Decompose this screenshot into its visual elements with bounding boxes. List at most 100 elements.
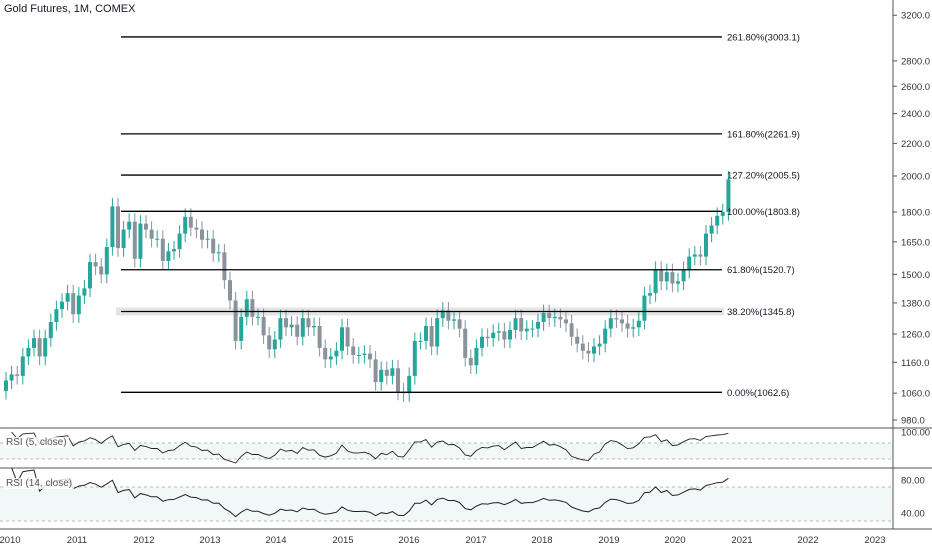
- candle-body: [312, 325, 316, 328]
- candle-body: [440, 310, 445, 319]
- candle-body: [480, 336, 484, 348]
- candle-body: [200, 229, 204, 240]
- candle-body: [26, 347, 31, 357]
- candle-body: [138, 223, 143, 259]
- rsi5-line: [11, 431, 729, 464]
- rsi5-band: [0, 443, 893, 459]
- rsi5-label[interactable]: RSI (5, close): [4, 437, 69, 448]
- y-tick-label: 1160.0: [901, 358, 929, 369]
- candle-body: [261, 316, 266, 336]
- candle-body: [564, 319, 568, 324]
- candle-body: [222, 252, 227, 281]
- candle-body: [709, 225, 714, 234]
- candle-body: [519, 318, 524, 332]
- candle-body: [368, 353, 372, 360]
- candle-body: [334, 350, 339, 357]
- candle-body: [4, 380, 8, 391]
- candle-body: [592, 346, 596, 354]
- candle-body: [664, 272, 669, 282]
- x-tick-label: 2013: [199, 535, 220, 546]
- candle-body: [216, 252, 221, 254]
- candle-body: [37, 338, 42, 357]
- candle-body: [513, 318, 518, 330]
- candle-body: [502, 331, 507, 340]
- candle-body: [384, 369, 389, 376]
- candle-body: [194, 227, 199, 230]
- candle-body: [412, 340, 417, 376]
- candle-body: [485, 336, 490, 339]
- rsi14-label[interactable]: RSI (14, close): [4, 478, 75, 489]
- candle-body: [474, 347, 479, 366]
- candle-body: [205, 238, 210, 240]
- x-tick-label: 2019: [598, 535, 619, 546]
- candle-body: [491, 332, 496, 339]
- candle-body: [345, 327, 350, 347]
- candle-body: [43, 338, 48, 357]
- chart-title: Gold Futures, 1M, COMEX: [4, 3, 136, 15]
- candle-body: [648, 293, 652, 296]
- candle-body: [407, 375, 412, 394]
- candle-body: [328, 356, 333, 360]
- x-tick-label: 2021: [731, 535, 752, 546]
- fib-label: 0.00%(1062.6): [727, 388, 789, 399]
- candle-body: [435, 318, 440, 347]
- candle-body: [597, 343, 602, 347]
- y-tick-label: 2800.0: [901, 56, 930, 67]
- rsi-tick-label: 100.00: [901, 428, 930, 439]
- candle-body: [620, 319, 624, 324]
- candle-body: [256, 316, 260, 318]
- rsi-tick-label: 40.00: [901, 509, 925, 520]
- fib-label: 261.80%(3003.1): [727, 32, 800, 43]
- candle-body: [317, 325, 322, 348]
- candle-body: [558, 316, 563, 320]
- y-tick-label: 1500.0: [901, 270, 930, 281]
- candle-body: [54, 309, 59, 323]
- candle-body: [356, 355, 361, 357]
- candle-body: [76, 295, 81, 315]
- x-tick-label: 2020: [664, 535, 685, 546]
- candle-body: [452, 319, 456, 321]
- candle-body: [239, 316, 244, 341]
- candle-body: [575, 336, 580, 344]
- x-tick-label: 2010: [0, 535, 21, 546]
- y-tick-label: 1380.0: [901, 298, 930, 309]
- x-tick-label: 2018: [531, 535, 552, 546]
- candle-body: [110, 206, 115, 248]
- candle-body: [233, 300, 238, 341]
- y-tick-label: 2400.0: [901, 109, 930, 120]
- candle-body: [631, 327, 636, 329]
- rsi14-band: [0, 487, 893, 521]
- candle-body: [99, 266, 104, 275]
- fib-label: 61.80%(1520.7): [727, 265, 795, 276]
- candle-body: [715, 215, 720, 226]
- candle-body: [536, 322, 540, 329]
- candle-body: [614, 318, 619, 320]
- candle-body: [272, 339, 277, 350]
- fib-label: 100.00%(1803.8): [727, 207, 800, 218]
- y-tick-label: 1800.0: [901, 208, 930, 219]
- candle-body: [188, 216, 193, 228]
- candle-body: [15, 374, 20, 376]
- candle-body: [676, 281, 680, 284]
- candle-body: [446, 310, 451, 321]
- candle-body: [32, 338, 36, 348]
- candle-body: [692, 254, 697, 257]
- candle-body: [104, 247, 109, 275]
- candle-body: [642, 295, 647, 321]
- candle-body: [429, 325, 434, 347]
- candle-body: [608, 318, 613, 329]
- y-tick-label: 980.0: [901, 416, 925, 427]
- candle-body: [289, 324, 294, 328]
- candle-body: [155, 238, 160, 240]
- candle-body: [93, 262, 98, 267]
- x-tick-label: 2015: [332, 535, 353, 546]
- candle-body: [306, 318, 311, 328]
- candle-body: [160, 238, 165, 261]
- candle-body: [121, 229, 126, 249]
- candle-body: [60, 301, 64, 310]
- candle-body: [88, 262, 92, 289]
- candle-body: [457, 319, 462, 329]
- candle-body: [373, 359, 378, 383]
- candle-body: [116, 206, 120, 249]
- candle-body: [183, 216, 188, 234]
